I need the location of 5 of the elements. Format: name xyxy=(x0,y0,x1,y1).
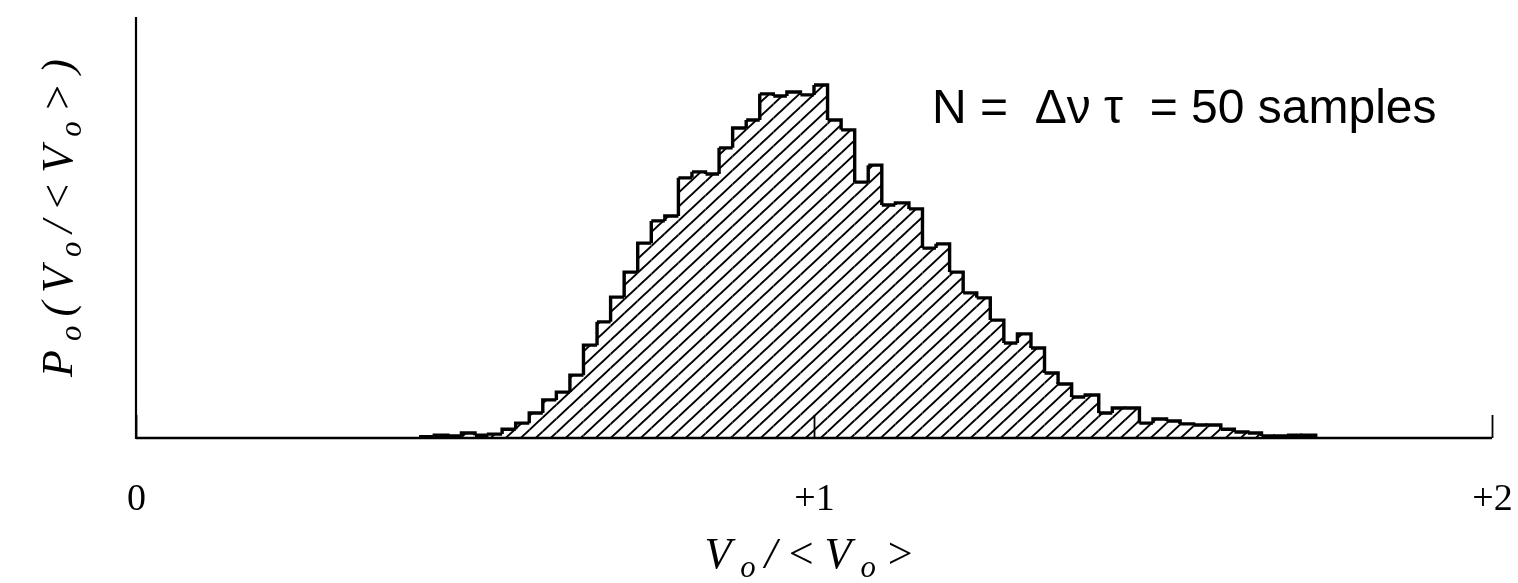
x-axis-title: V$_{o}$/<V$_{o}$> xyxy=(704,529,924,583)
x-tick-label: 0 xyxy=(127,475,146,518)
x-tick-label: +1 xyxy=(794,475,835,518)
annotation: N = Δν τ = 50 samples xyxy=(932,80,1437,133)
x-tick-label: +2 xyxy=(1472,475,1513,518)
